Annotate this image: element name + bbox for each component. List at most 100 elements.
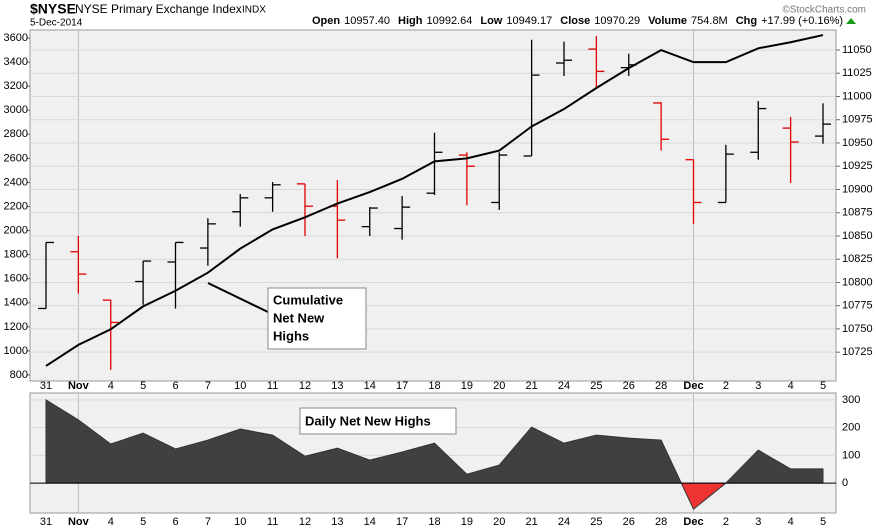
y2-tick-label: 200 (842, 422, 860, 434)
quote-value: 10949.17 (506, 15, 552, 27)
x-tick-label: 26 (623, 516, 635, 528)
x-tick-label: 26 (623, 380, 635, 392)
quote-value: 10992.64 (426, 15, 472, 27)
x-tick-label: 2 (723, 516, 729, 528)
x-tick-label: 12 (299, 516, 311, 528)
quote-value: +17.99 (+0.16%) (761, 15, 843, 27)
y2-tick-label: 11050 (842, 44, 872, 56)
quote-label: Chg (736, 15, 757, 27)
y2-tick-label: 10775 (842, 300, 873, 312)
x-tick-label: 4 (108, 516, 114, 528)
x-tick-label: 10 (234, 516, 246, 528)
x-tick-label: 12 (299, 380, 311, 392)
area (45, 399, 824, 510)
y2-tick-label: 300 (842, 394, 860, 406)
annotation-pointer (207, 282, 269, 313)
x-tick-label: 6 (172, 516, 178, 528)
y2-tick-label: 10725 (842, 346, 873, 358)
exchange: INDX (242, 5, 266, 16)
annotation-box (299, 407, 457, 435)
quote-label: Volume (648, 15, 687, 27)
y2-tick-label: 10825 (842, 253, 873, 265)
x-tick-label: 5 (140, 380, 146, 392)
x-tick-label: 14 (364, 516, 376, 528)
quote-label: Open (312, 15, 340, 27)
x-tick-label: 20 (493, 380, 505, 392)
y-tick-label: 1200 (4, 321, 28, 333)
quote-label: Low (480, 15, 502, 27)
x-tick-label: 18 (428, 516, 440, 528)
index-name: NYSE Primary Exchange Index (75, 2, 242, 16)
x-tick-label: 13 (331, 380, 343, 392)
quote-value: 10957.40 (344, 15, 390, 27)
y2-tick-label: 10975 (842, 114, 873, 126)
quote-value: 754.8M (691, 15, 728, 27)
y2-tick-label: 10950 (842, 137, 873, 149)
y2-tick-label: 0 (842, 477, 848, 489)
x-tick-label: 11 (267, 516, 278, 528)
x-tick-label: 5 (820, 516, 826, 528)
y2-tick-label: 10875 (842, 207, 873, 219)
credit: ©StockCharts.com (782, 5, 866, 16)
cumulative-line (45, 34, 824, 367)
x-tick-label: 17 (396, 380, 408, 392)
x-tick-label: 31 (40, 516, 52, 528)
y2-tick-label: 10850 (842, 230, 873, 242)
x-tick-label: 31 (40, 380, 52, 392)
x-tick-label: 4 (108, 380, 114, 392)
x-tick-label: 28 (655, 516, 667, 528)
quote-value: 10970.29 (594, 15, 640, 27)
x-tick-label: 17 (396, 516, 408, 528)
x-tick-label: Dec (683, 380, 703, 392)
x-tick-label: 6 (172, 380, 178, 392)
x-tick-label: 21 (526, 380, 538, 392)
x-tick-label: 14 (364, 380, 376, 392)
annotation: Cumulative (273, 292, 343, 307)
y2-tick-label: 100 (842, 449, 860, 461)
y-tick-label: 3600 (4, 32, 28, 44)
x-tick-label: 7 (205, 516, 211, 528)
annotation: Highs (273, 328, 309, 343)
x-tick-label: 3 (755, 516, 761, 528)
quote-label: High (398, 15, 423, 27)
y-tick-label: 2200 (4, 200, 28, 212)
x-tick-label: 28 (655, 380, 667, 392)
x-tick-label: Nov (68, 516, 90, 528)
annotation-box (267, 287, 367, 350)
x-tick-label: 18 (428, 380, 440, 392)
y2-tick-label: 10800 (842, 276, 873, 288)
x-tick-label: 25 (590, 380, 602, 392)
y-tick-label: 2400 (4, 176, 28, 188)
y-tick-label: 1400 (4, 297, 28, 309)
date: 5-Dec-2014 (30, 18, 83, 29)
y2-tick-label: 10925 (842, 160, 873, 172)
y-tick-label: 2600 (4, 152, 28, 164)
y-tick-label: 3400 (4, 56, 28, 68)
x-tick-label: 20 (493, 516, 505, 528)
x-tick-label: 5 (820, 380, 826, 392)
y-tick-label: 1000 (4, 345, 28, 357)
annotation: Daily Net New Highs (305, 413, 431, 428)
x-tick-label: 11 (267, 380, 278, 392)
y-tick-label: 3000 (4, 104, 28, 116)
y2-tick-label: 10900 (842, 183, 873, 195)
x-tick-label: Dec (683, 516, 703, 528)
y-tick-label: 2800 (4, 128, 28, 140)
x-tick-label: 3 (755, 380, 761, 392)
x-tick-label: 19 (461, 516, 473, 528)
annotation: Net New (273, 310, 325, 325)
y2-tick-label: 10750 (842, 323, 873, 335)
x-tick-label: 19 (461, 380, 473, 392)
y-tick-label: 800 (10, 369, 28, 381)
y-tick-label: 1800 (4, 249, 28, 261)
x-tick-label: 24 (558, 380, 570, 392)
y-tick-label: 1600 (4, 273, 28, 285)
x-tick-label: 4 (788, 516, 794, 528)
y2-tick-label: 11025 (842, 67, 872, 79)
y-tick-label: 2000 (4, 224, 28, 236)
y2-tick-label: 11000 (842, 90, 872, 102)
symbol: $NYSE (30, 1, 76, 17)
x-tick-label: 2 (723, 380, 729, 392)
change-arrow (846, 18, 857, 24)
